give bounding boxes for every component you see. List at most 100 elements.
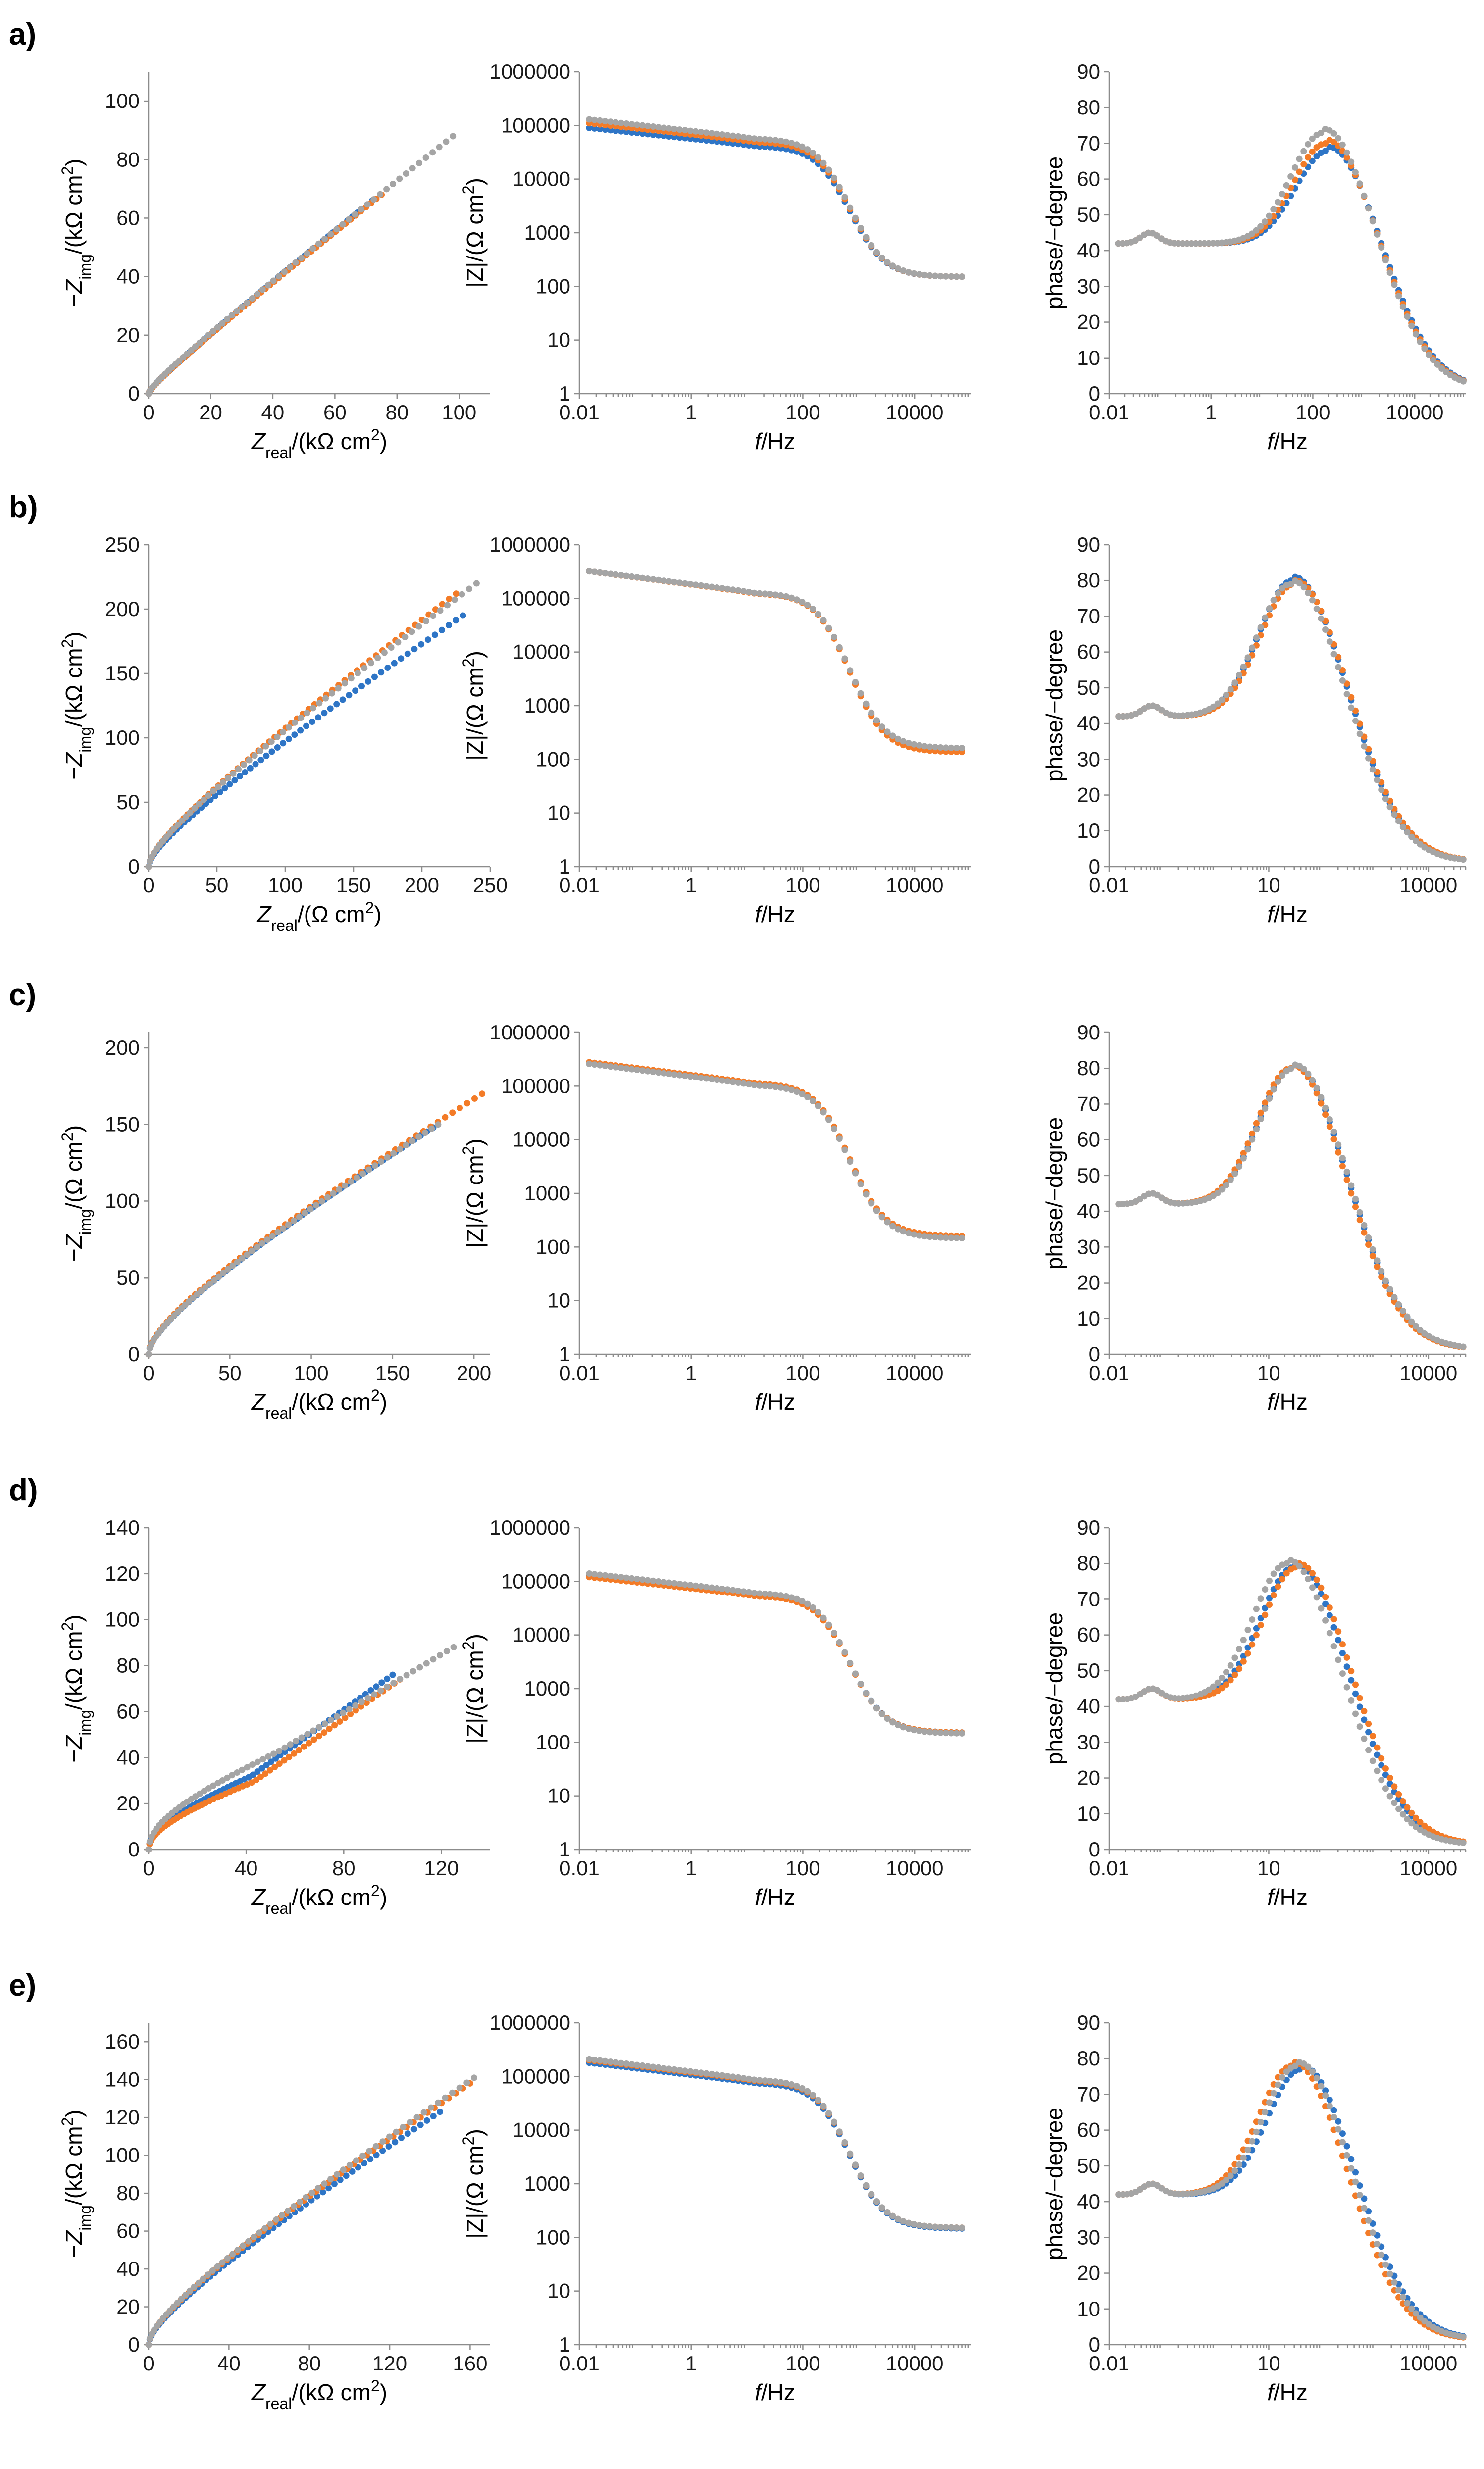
- series-series1: [586, 124, 965, 280]
- data-point: [280, 729, 287, 736]
- data-point: [365, 678, 371, 685]
- data-point: [900, 738, 907, 745]
- data-point: [916, 1232, 922, 1239]
- data-point: [756, 1082, 763, 1089]
- data-point: [1244, 654, 1251, 661]
- y-tick-label: 10000: [512, 1128, 570, 1151]
- x-axis-label: Zreal/(kΩ cm2): [251, 1387, 387, 1422]
- data-point: [309, 719, 315, 725]
- data-point: [409, 1137, 416, 1144]
- data-point: [724, 585, 731, 592]
- data-point: [1335, 2118, 1342, 2125]
- y-tick-label: 40: [1077, 2190, 1100, 2213]
- data-point: [847, 1158, 854, 1165]
- data-point: [1313, 605, 1320, 612]
- data-point: [343, 2172, 350, 2179]
- data-point: [852, 679, 859, 685]
- x-tick-label: 100: [1295, 401, 1330, 424]
- y-tick-label: 80: [1077, 96, 1100, 119]
- data-point: [660, 2065, 667, 2072]
- data-point: [868, 242, 875, 249]
- x-tick-label: 100: [442, 401, 476, 424]
- x-tick-label: 10000: [886, 401, 944, 424]
- data-point: [836, 184, 843, 191]
- x-axis-label: Zreal/(kΩ cm2): [251, 2377, 387, 2413]
- x-tick-label: 0: [143, 1856, 154, 1880]
- y-tick-label: 10: [547, 1289, 570, 1312]
- data-point: [831, 2118, 837, 2125]
- data-point: [650, 576, 657, 583]
- data-point: [1361, 1708, 1368, 1715]
- data-point: [1412, 1323, 1419, 1330]
- data-point: [1257, 2119, 1264, 2126]
- data-point: [1356, 1209, 1363, 1216]
- data-point: [234, 1769, 241, 1776]
- data-point: [339, 696, 346, 703]
- data-point: [1236, 671, 1243, 678]
- data-point: [186, 2287, 193, 2294]
- data-point: [1275, 1583, 1281, 1590]
- data-point: [316, 700, 323, 707]
- data-point: [1386, 2270, 1393, 2277]
- y-tick-label: 80: [116, 2181, 140, 2205]
- data-point: [381, 649, 388, 656]
- data-point: [450, 1644, 457, 1650]
- data-point: [788, 594, 795, 601]
- data-point: [895, 265, 901, 272]
- y-tick-label: 30: [1077, 1730, 1100, 1753]
- data-point: [857, 1181, 864, 1187]
- data-point: [1322, 626, 1329, 633]
- data-point: [275, 273, 282, 280]
- x-tick-label: 50: [205, 874, 229, 897]
- data-point: [1318, 129, 1325, 136]
- data-point: [1240, 1155, 1247, 1162]
- data-point: [735, 1080, 742, 1086]
- data-point: [1261, 218, 1268, 225]
- data-point: [1356, 180, 1363, 187]
- data-point: [396, 175, 403, 182]
- data-point: [937, 1234, 944, 1241]
- data-point: [1270, 1570, 1277, 1577]
- x-tick-label: 1: [685, 2352, 697, 2375]
- data-point: [443, 1648, 450, 1655]
- data-point: [1270, 597, 1277, 604]
- data-point: [634, 574, 641, 581]
- data-point: [831, 1630, 837, 1637]
- y-tick-label: 200: [105, 1036, 140, 1059]
- data-point: [591, 1571, 598, 1578]
- data-point: [315, 1733, 322, 1740]
- data-point: [240, 761, 247, 768]
- data-point: [1348, 1677, 1355, 1684]
- data-point: [644, 122, 651, 129]
- data-point: [1361, 1735, 1368, 1742]
- y-tick-label: 100000: [501, 113, 570, 137]
- data-point: [735, 1588, 742, 1594]
- data-point: [772, 137, 779, 144]
- data-point: [1287, 1065, 1294, 1072]
- data-point: [729, 1587, 736, 1594]
- data-point: [1309, 1081, 1316, 1088]
- data-point: [319, 2189, 326, 2196]
- y-tick-label: 90: [1077, 1516, 1100, 1539]
- data-point: [428, 1125, 435, 1132]
- y-tick-label: 50: [1077, 1164, 1100, 1187]
- data-point: [1382, 1283, 1389, 1289]
- data-point: [1378, 1273, 1385, 1280]
- x-tick-label: 10000: [886, 1856, 944, 1880]
- data-point: [698, 2069, 705, 2076]
- data-point: [655, 576, 662, 583]
- data-point: [259, 1756, 266, 1763]
- data-point: [777, 137, 784, 144]
- data-point: [239, 1766, 246, 1773]
- y-tick-label: 100000: [501, 2064, 570, 2088]
- data-point: [1262, 1099, 1269, 1106]
- data-point: [602, 118, 609, 125]
- y-tick-label: 1000000: [489, 60, 570, 83]
- data-point: [1386, 1793, 1393, 1800]
- data-point: [916, 2222, 922, 2229]
- data-point: [665, 125, 672, 132]
- y-tick-label: 10: [547, 1784, 570, 1807]
- y-tick-label: 100: [536, 1730, 570, 1753]
- data-point: [308, 2189, 315, 2196]
- data-point: [1262, 614, 1269, 621]
